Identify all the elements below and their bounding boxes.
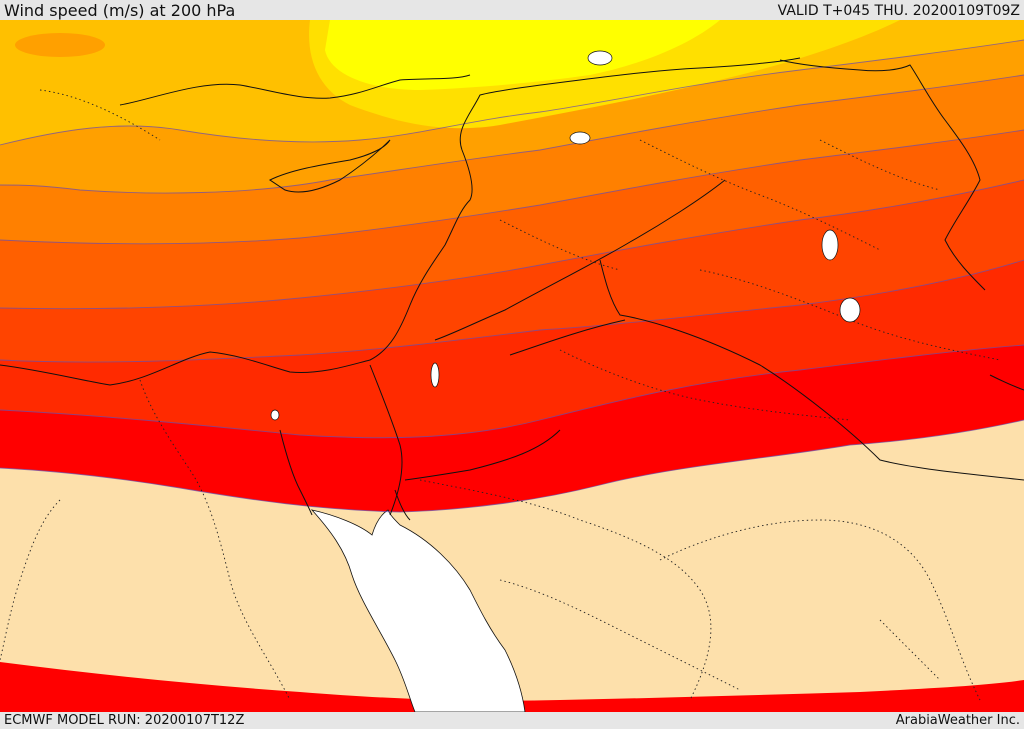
header-bar: Wind speed (m/s) at 200 hPa VALID T+045 … (0, 0, 1024, 20)
gulf-coast (989, 374, 1024, 391)
iraq-iran-border (779, 59, 986, 291)
lakes-and-islands (270, 50, 861, 421)
wind-pocket-levant (170, 244, 190, 256)
borders (0, 57, 1024, 521)
saudi-iraq-border (599, 259, 1024, 481)
footer-bar: ECMWF MODEL RUN: 20200107T12Z ArabiaWeat… (0, 712, 1024, 729)
wind-band-south (0, 662, 1024, 712)
cyprus (269, 139, 391, 193)
map-title: Wind speed (m/s) at 200 hPa (4, 1, 236, 20)
wind-speed-map (0, 20, 1024, 712)
isotach-lines (0, 39, 1024, 513)
red-sea (310, 509, 526, 712)
turkey-south-coast (119, 74, 471, 106)
model-run: ECMWF MODEL RUN: 20200107T12Z (4, 713, 245, 728)
admin-boundaries (0, 89, 1001, 701)
aqaba-coast (394, 489, 411, 521)
jordan-border (434, 179, 726, 341)
credit: ArabiaWeather Inc. (895, 713, 1020, 728)
wind-pocket-west (40, 143, 100, 167)
wind-pocket-cyprus (173, 158, 217, 178)
saudi-yemen-line (404, 429, 561, 481)
egypt-israel-border (369, 364, 403, 516)
wind-band-1 (325, 20, 720, 90)
valid-time: VALID T+045 THU. 20200109T09Z (777, 3, 1020, 19)
jordan-saudi-border (509, 319, 626, 356)
wind-pocket-aegean (15, 33, 105, 57)
mediterranean-coast (0, 57, 801, 386)
gulf-of-suez-coast (279, 429, 313, 516)
